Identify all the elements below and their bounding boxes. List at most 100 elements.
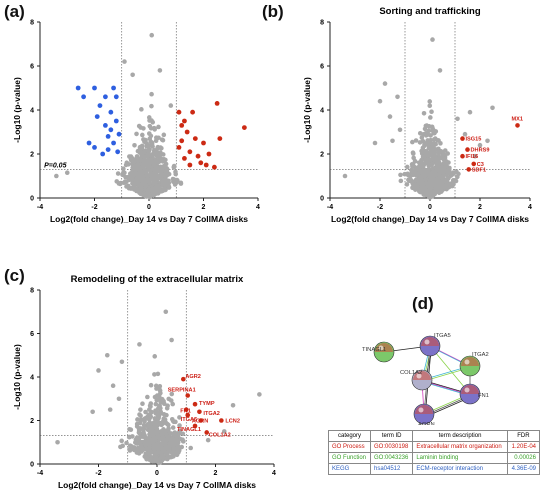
data-point [157, 155, 163, 160]
data-point [153, 401, 159, 407]
data-point-down [113, 118, 119, 124]
data-point-up [192, 136, 198, 142]
data-point [121, 166, 126, 171]
data-point [147, 153, 153, 158]
data-point [398, 178, 404, 184]
data-point [137, 412, 142, 417]
x-axis-label: Log2(fold change)_Day 14 vs Day 7 CollMA… [58, 480, 256, 490]
data-point [429, 109, 434, 115]
x-tick-label: 0 [147, 204, 151, 211]
enrichment-cell-term-id: GO:0043236 [369, 452, 414, 464]
data-point [395, 94, 400, 100]
data-point [404, 182, 410, 187]
data-point [372, 140, 378, 146]
network-node-label: FN1 [478, 393, 489, 399]
x-tick-label: 0 [155, 470, 159, 477]
gene-label: FN1 [180, 409, 191, 415]
data-point-down [113, 94, 119, 100]
data-point [159, 137, 165, 142]
data-point [151, 152, 157, 157]
data-point [171, 446, 176, 452]
data-point [150, 440, 156, 445]
data-point [137, 147, 143, 153]
data-point [146, 179, 152, 185]
enrichment-cell-category: GO Function [328, 452, 371, 464]
data-point [425, 138, 431, 143]
data-point [431, 141, 437, 146]
data-point [119, 438, 124, 444]
data-point [163, 309, 169, 315]
data-point [142, 139, 147, 145]
data-point [134, 131, 139, 137]
data-point [420, 138, 426, 144]
data-point [170, 425, 176, 430]
data-point [438, 149, 444, 154]
data-point [149, 141, 155, 147]
data-point [434, 147, 440, 152]
data-point [451, 181, 456, 187]
x-tick-label: -2 [91, 204, 97, 211]
y-tick-label: 4 [30, 108, 34, 115]
data-point [173, 171, 179, 177]
data-point [139, 426, 144, 431]
enrichment-cell-description: ECM-receptor interaction [412, 463, 508, 475]
data-point [152, 170, 157, 175]
y-tick-label: 8 [30, 20, 34, 27]
x-tick-label: 4 [256, 204, 260, 211]
data-point [149, 450, 154, 455]
data-point [421, 163, 426, 169]
network-node-label: COL1A2 [400, 370, 422, 376]
y-axis-label: -Log10 (p-value) [12, 344, 22, 410]
data-point-down [111, 85, 116, 91]
x-axis-label: Log2(fold change)_Day 14 vs Day 7 CollMA… [50, 214, 248, 224]
data-point [161, 132, 167, 138]
data-point [137, 420, 143, 426]
data-point [122, 59, 127, 64]
gene-label: ITGA2 [203, 411, 219, 417]
data-point [141, 190, 147, 196]
data-point [390, 138, 395, 144]
data-point [158, 164, 163, 170]
data-point [155, 371, 161, 377]
highlight-point [465, 147, 470, 152]
data-point [140, 401, 145, 406]
data-point-down [108, 109, 114, 115]
gene-label: DHRS9 [471, 148, 490, 154]
data-point [90, 409, 95, 415]
data-point [170, 401, 176, 407]
data-point [155, 419, 161, 425]
x-tick-label: -4 [327, 204, 333, 211]
data-point [418, 187, 423, 193]
data-point [410, 164, 415, 169]
data-point [418, 176, 423, 182]
data-point [155, 412, 161, 418]
data-point [159, 168, 165, 173]
data-point [123, 174, 128, 180]
data-point [131, 159, 137, 165]
data-point [139, 107, 144, 112]
data-point [54, 173, 59, 179]
data-point-down [92, 145, 97, 150]
x-tick-label: -4 [37, 470, 43, 477]
data-point [180, 437, 185, 442]
data-point-down [108, 127, 114, 133]
data-point [423, 177, 429, 183]
data-point [124, 440, 129, 446]
data-point [156, 124, 161, 130]
data-point-down [105, 134, 111, 139]
data-point [176, 450, 181, 455]
data-point [173, 433, 179, 438]
data-point [422, 149, 428, 154]
y-tick-label: 4 [30, 375, 34, 382]
data-point [485, 138, 490, 144]
data-point [134, 435, 140, 441]
y-tick-label: 0 [320, 196, 324, 203]
data-point [434, 179, 439, 185]
data-point [428, 115, 433, 120]
data-point [131, 187, 137, 192]
highlight-point [198, 418, 204, 423]
data-point [169, 391, 175, 397]
data-point [424, 132, 430, 137]
data-point [116, 181, 122, 186]
data-point [104, 352, 110, 358]
